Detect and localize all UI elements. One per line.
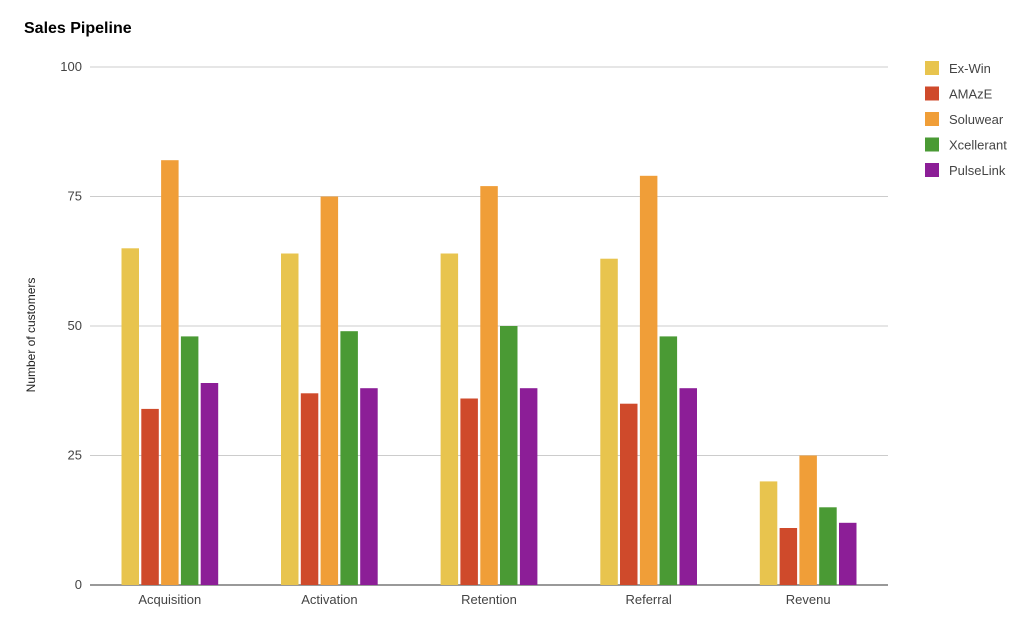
bar-amaze-acquisition[interactable] xyxy=(141,408,159,585)
bar-pulselink-referral[interactable] xyxy=(679,388,698,585)
y-tick-label: 0 xyxy=(75,577,82,592)
y-axis-title: Number of customers xyxy=(24,278,38,393)
x-tick-label: Acquisition xyxy=(138,592,201,607)
bar-xcellerant-retention[interactable] xyxy=(500,326,518,585)
bar-pulselink-activation[interactable] xyxy=(360,388,378,585)
legend-label: Xcellerant xyxy=(949,138,1007,153)
bar-xcellerant-referral[interactable] xyxy=(659,336,678,585)
bar-soluwear-revenu[interactable] xyxy=(799,455,817,586)
bar-soluwear-retention[interactable] xyxy=(480,186,498,585)
x-tick-label: Revenu xyxy=(786,592,831,607)
legend-swatch xyxy=(925,163,939,177)
bar-amaze-activation[interactable] xyxy=(300,393,319,585)
bar-soluwear-activation[interactable] xyxy=(320,196,339,586)
legend-label: AMAzE xyxy=(949,87,993,102)
y-tick-label: 75 xyxy=(68,189,82,204)
bar-amaze-revenu[interactable] xyxy=(779,528,798,585)
y-tick-label: 25 xyxy=(68,448,82,463)
y-tick-label: 100 xyxy=(60,59,82,74)
bars xyxy=(121,160,857,586)
bar-xcellerant-revenu[interactable] xyxy=(819,507,837,585)
bar-ex-win-revenu[interactable] xyxy=(759,481,778,585)
legend-swatch xyxy=(925,86,939,101)
x-tick-label: Retention xyxy=(461,592,517,607)
bar-xcellerant-activation[interactable] xyxy=(340,331,358,585)
y-tick-label: 50 xyxy=(68,318,82,333)
x-tick-labels: Acquisition Activation Retention Referral Re… xyxy=(138,592,830,607)
bar-pulselink-revenu[interactable] xyxy=(839,522,857,585)
legend-item-soluwear[interactable]: Soluwear xyxy=(925,112,1004,127)
legend-item-pulselink[interactable]: PulseLink xyxy=(925,163,1006,178)
y-tick-labels: 0 25 50 75 100 xyxy=(60,59,82,592)
x-tick-label: Referral xyxy=(625,592,671,607)
bar-ex-win-referral[interactable] xyxy=(600,258,618,585)
legend-item-ex-win[interactable]: Ex-Win xyxy=(925,61,991,76)
legend-label: Ex-Win xyxy=(949,61,991,76)
bar-amaze-retention[interactable] xyxy=(460,398,478,586)
legend-swatch xyxy=(925,112,939,126)
bar-ex-win-acquisition[interactable] xyxy=(121,248,140,586)
bar-soluwear-acquisition[interactable] xyxy=(161,160,179,585)
legend-swatch xyxy=(925,137,939,152)
bar-ex-win-retention[interactable] xyxy=(440,253,459,586)
legend-item-amaze[interactable]: AMAzE xyxy=(925,86,993,102)
bar-amaze-referral[interactable] xyxy=(620,403,638,585)
legend[interactable]: Ex-Win AMAzE Soluwear Xcellerant PulseLink xyxy=(925,61,1007,178)
legend-label: PulseLink xyxy=(949,163,1006,178)
bar-soluwear-referral[interactable] xyxy=(639,175,658,586)
legend-label: Soluwear xyxy=(949,112,1004,127)
bar-pulselink-retention[interactable] xyxy=(519,388,538,585)
bar-xcellerant-acquisition[interactable] xyxy=(180,336,199,585)
legend-item-xcellerant[interactable]: Xcellerant xyxy=(925,137,1007,153)
bar-ex-win-activation[interactable] xyxy=(281,253,299,586)
legend-swatch xyxy=(925,61,939,75)
bar-pulselink-acquisition[interactable] xyxy=(200,383,219,585)
chart-title: Sales Pipeline xyxy=(24,20,132,37)
x-tick-label: Activation xyxy=(301,592,357,607)
